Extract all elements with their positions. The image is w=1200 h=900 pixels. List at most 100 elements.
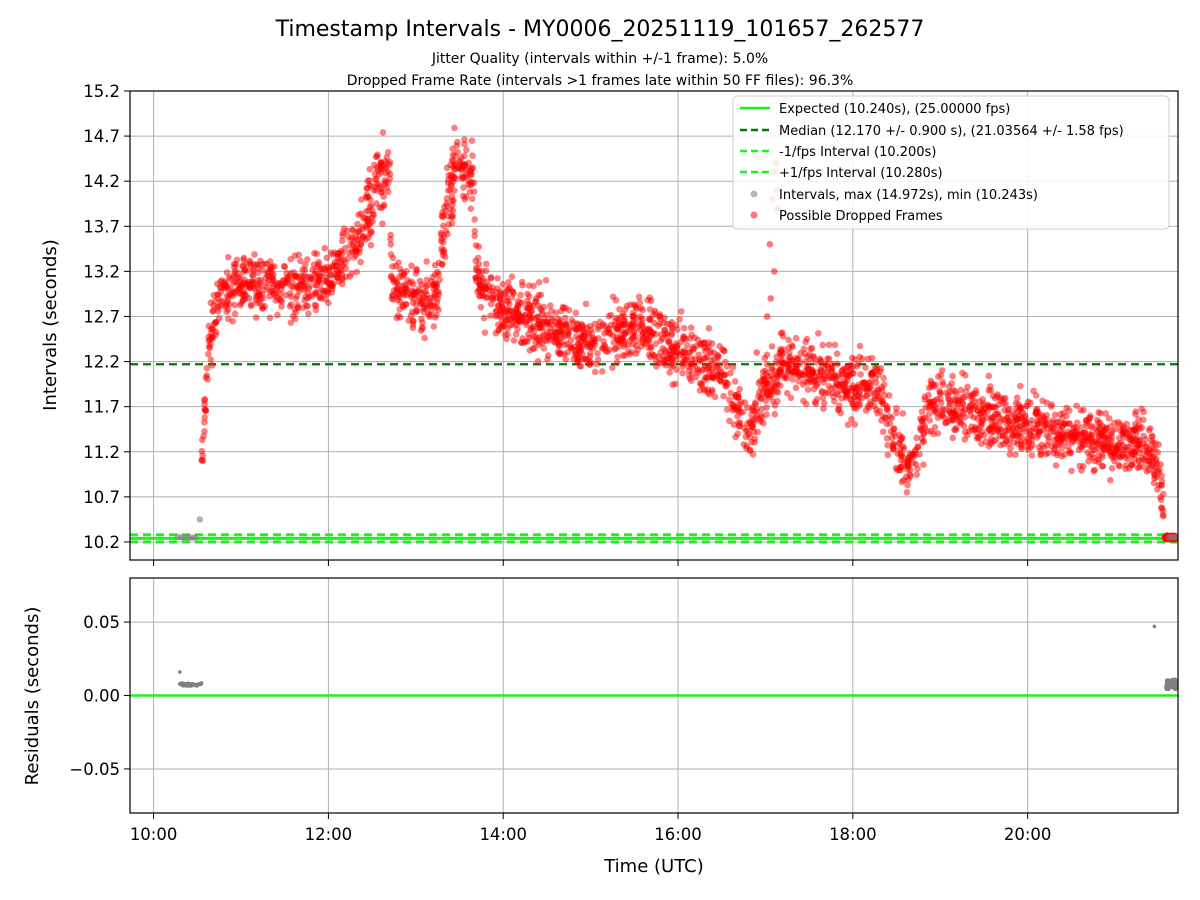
dropped-frame-point xyxy=(1032,392,1040,399)
dropped-frame-point xyxy=(646,315,653,323)
dropped-frame-point xyxy=(1095,423,1103,431)
dropped-frame-point xyxy=(249,271,256,279)
dropped-frame-point xyxy=(764,380,772,387)
dropped-frame-point xyxy=(229,279,237,287)
dropped-frame-point xyxy=(501,331,509,339)
dropped-frame-point xyxy=(532,298,539,306)
dropped-frame-point xyxy=(912,446,919,454)
dropped-frame-point xyxy=(516,312,523,319)
dropped-frame-point xyxy=(512,330,520,338)
dropped-frame-point xyxy=(978,440,985,447)
dropped-frame-point xyxy=(443,195,451,202)
dropped-frame-point xyxy=(609,293,617,301)
dropped-frame-point xyxy=(263,283,270,291)
dropped-frame-point xyxy=(1064,443,1072,450)
dropped-frame-point xyxy=(342,265,350,272)
dropped-frame-point xyxy=(987,387,995,394)
dropped-frame-point xyxy=(762,367,769,375)
dropped-frame-point xyxy=(480,314,488,322)
dropped-frame-point xyxy=(576,362,584,370)
dropped-frame-point xyxy=(888,434,896,442)
dropped-frame-point xyxy=(845,371,852,379)
dropped-frame-point xyxy=(1050,424,1057,432)
dropped-frame-point xyxy=(1048,401,1056,408)
dropped-frame-point xyxy=(487,312,494,319)
dropped-frame-point xyxy=(266,258,274,265)
dropped-frame-point xyxy=(972,402,980,410)
dropped-frame-point xyxy=(1093,416,1101,424)
dropped-frame-point xyxy=(587,359,595,366)
dropped-frame-point xyxy=(504,298,512,305)
dropped-frame-point xyxy=(472,264,480,272)
dropped-frame-point xyxy=(525,282,533,289)
dropped-frame-point xyxy=(594,325,602,333)
dropped-frame-point xyxy=(942,406,950,414)
dropped-frame-point xyxy=(1045,438,1052,445)
residual-point xyxy=(1175,679,1178,684)
dropped-frame-point xyxy=(808,370,816,378)
dropped-frame-point xyxy=(938,367,946,374)
bottom-ylabel: Residuals (seconds) xyxy=(22,607,43,786)
dropped-frame-point xyxy=(1078,423,1085,431)
dropped-frame-point xyxy=(647,331,654,339)
dropped-frame-point xyxy=(447,174,455,182)
dropped-frame-point xyxy=(1099,462,1107,470)
dropped-frame-point xyxy=(873,386,881,394)
dropped-frame-point xyxy=(440,222,447,230)
dropped-frame-point xyxy=(287,319,295,326)
dropped-frame-point xyxy=(575,345,582,352)
dropped-frame-point xyxy=(1130,426,1138,433)
dropped-frame-point xyxy=(701,348,709,355)
dropped-frame-point xyxy=(526,347,534,354)
dropped-frame-point xyxy=(637,315,644,323)
dropped-frame-point xyxy=(1000,395,1007,403)
dropped-frame-point xyxy=(884,451,892,459)
dropped-frame-point xyxy=(591,320,599,328)
dropped-frame-point xyxy=(281,263,289,271)
dropped-frame-point xyxy=(705,339,712,347)
dropped-frame-point xyxy=(705,325,713,332)
dropped-frame-point xyxy=(807,345,814,353)
dropped-frame-point xyxy=(1154,448,1162,456)
dropped-frame-point xyxy=(858,355,866,363)
dropped-frame-point xyxy=(851,421,859,428)
dropped-frame-point xyxy=(409,324,417,332)
dropped-frame-point xyxy=(949,434,957,442)
dropped-frame-point xyxy=(537,305,544,312)
dropped-frame-point xyxy=(744,404,751,412)
dropped-frame-point xyxy=(952,387,959,395)
dropped-frame-point xyxy=(535,313,542,321)
dropped-frame-point xyxy=(468,137,476,144)
dropped-frame-point xyxy=(471,232,478,240)
dropped-frame-point xyxy=(241,290,249,298)
dropped-frame-point xyxy=(729,400,737,408)
dropped-frame-point xyxy=(378,188,386,196)
dropped-frame-point xyxy=(557,328,564,336)
dropped-frame-point xyxy=(274,311,281,319)
dropped-frame-point xyxy=(344,233,352,240)
dropped-frame-point xyxy=(244,280,252,288)
dropped-frame-point xyxy=(409,299,417,306)
legend-label-minus-fps: -1/fps Interval (10.200s) xyxy=(779,145,936,160)
dropped-frame-point xyxy=(386,175,394,182)
dropped-frame-point xyxy=(842,389,850,396)
dropped-frame-point xyxy=(813,382,820,389)
dropped-frame-point xyxy=(632,342,640,350)
dropped-frame-point xyxy=(1159,511,1167,519)
dropped-frame-point xyxy=(1073,419,1081,426)
dropped-frame-point xyxy=(510,337,518,344)
dropped-frame-point xyxy=(868,354,876,362)
dropped-frame-point xyxy=(743,444,750,452)
dropped-frame-point xyxy=(727,369,734,377)
dropped-frame-point xyxy=(955,418,963,426)
dropped-frame-point xyxy=(909,451,917,459)
dropped-frame-point xyxy=(355,227,363,235)
dropped-frame-point xyxy=(833,381,841,389)
dropped-frame-point xyxy=(761,354,769,362)
dropped-frame-point xyxy=(886,413,894,420)
dropped-frame-point xyxy=(723,406,731,413)
dropped-frame-point xyxy=(711,393,719,401)
legend-box xyxy=(732,95,1170,230)
dropped-frame-point xyxy=(965,427,973,435)
dropped-frame-point xyxy=(677,308,685,315)
